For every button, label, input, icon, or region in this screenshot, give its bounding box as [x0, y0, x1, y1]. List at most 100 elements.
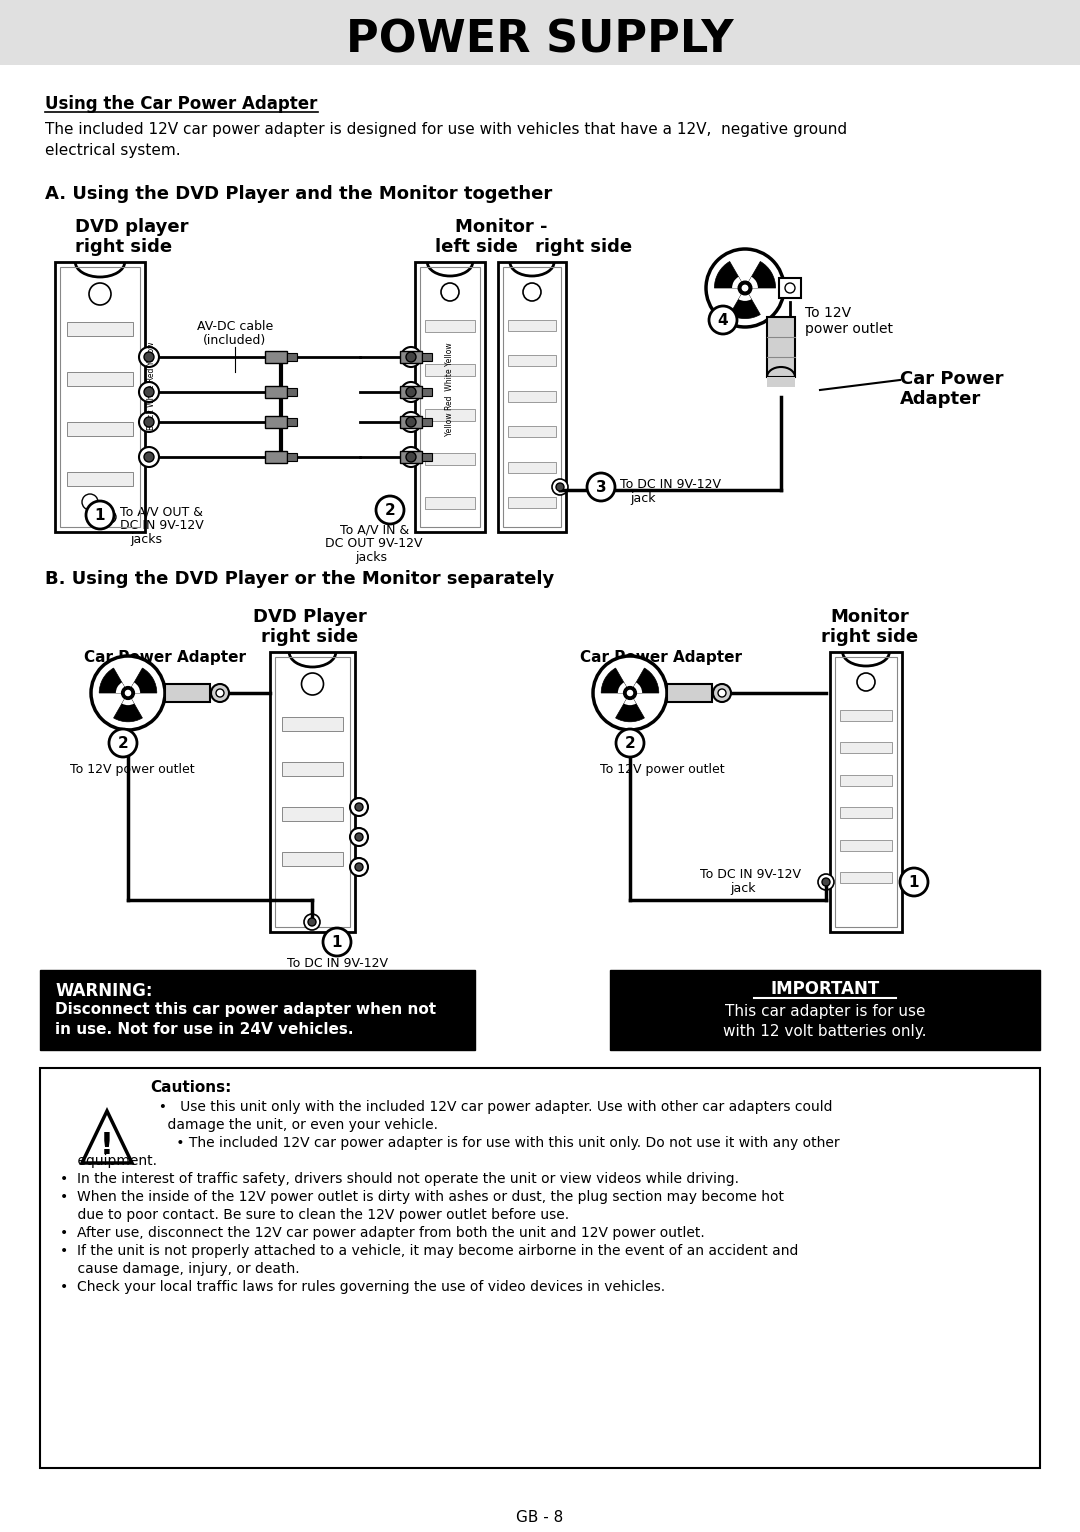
Text: To DC IN 9V-12V: To DC IN 9V-12V: [287, 958, 388, 970]
Wedge shape: [739, 288, 752, 300]
Wedge shape: [99, 668, 129, 692]
Bar: [508, 426, 556, 437]
Bar: [282, 807, 343, 821]
Bar: [422, 453, 432, 461]
Text: power outlet: power outlet: [805, 322, 893, 336]
Bar: [265, 417, 287, 427]
Text: DVD Player: DVD Player: [253, 608, 367, 627]
Bar: [840, 709, 892, 722]
Bar: [503, 267, 561, 527]
Text: 1: 1: [95, 507, 105, 522]
Text: POWER SUPPLY: POWER SUPPLY: [347, 18, 733, 61]
Bar: [840, 807, 892, 818]
Text: 4: 4: [718, 313, 728, 328]
Circle shape: [900, 869, 928, 896]
Text: DVD player: DVD player: [75, 218, 189, 236]
Text: To DC IN 9V-12V: To DC IN 9V-12V: [620, 478, 721, 490]
Circle shape: [441, 283, 459, 300]
Text: with 12 volt batteries only.: with 12 volt batteries only.: [724, 1023, 927, 1039]
Bar: [287, 418, 297, 426]
Text: right side: right side: [261, 628, 359, 647]
Text: 2: 2: [384, 502, 395, 518]
Circle shape: [406, 388, 416, 397]
Bar: [426, 320, 475, 332]
Bar: [40, 970, 475, 1049]
Text: Monitor: Monitor: [831, 608, 909, 627]
Text: Car Power: Car Power: [900, 371, 1003, 388]
Text: Using the Car Power Adapter: Using the Car Power Adapter: [45, 95, 318, 113]
Circle shape: [552, 480, 568, 495]
Bar: [426, 409, 475, 420]
Bar: [426, 496, 475, 509]
Wedge shape: [129, 668, 157, 692]
Bar: [265, 450, 287, 463]
Circle shape: [401, 412, 421, 432]
Bar: [67, 421, 133, 437]
Circle shape: [109, 729, 137, 757]
Wedge shape: [616, 692, 645, 722]
Text: •  After use, disconnect the 12V car power adapter from both the unit and 12V po: • After use, disconnect the 12V car powe…: [60, 1226, 705, 1239]
Circle shape: [588, 473, 615, 501]
Bar: [426, 453, 475, 464]
Text: due to poor contact. Be sure to clean the 12V power outlet before use.: due to poor contact. Be sure to clean th…: [60, 1209, 569, 1223]
Text: •   Use this unit only with the included 12V car power adapter. Use with other c: • Use this unit only with the included 1…: [150, 1100, 833, 1114]
Text: •  Check your local traffic laws for rules governing the use of video devices in: • Check your local traffic laws for rule…: [60, 1281, 665, 1295]
Circle shape: [139, 348, 159, 368]
Bar: [508, 391, 556, 401]
Text: •  In the interest of traffic safety, drivers should not operate the unit or vie: • In the interest of traffic safety, dri…: [60, 1172, 739, 1186]
Bar: [415, 262, 485, 532]
Circle shape: [627, 691, 633, 696]
Circle shape: [406, 417, 416, 427]
Circle shape: [708, 306, 737, 334]
Circle shape: [706, 250, 784, 326]
Circle shape: [89, 283, 111, 305]
Text: (included): (included): [203, 334, 267, 348]
Circle shape: [616, 729, 644, 757]
Wedge shape: [624, 692, 636, 705]
Circle shape: [144, 352, 154, 362]
Text: To A/V OUT &: To A/V OUT &: [120, 506, 203, 518]
Text: To DC IN 9V-12V: To DC IN 9V-12V: [700, 869, 801, 881]
Bar: [400, 450, 422, 463]
Text: jacks: jacks: [130, 533, 162, 545]
Text: AV-DC cable: AV-DC cable: [197, 320, 273, 332]
Circle shape: [593, 656, 667, 731]
Bar: [426, 365, 475, 377]
Bar: [265, 351, 287, 363]
Circle shape: [308, 918, 316, 925]
Circle shape: [401, 447, 421, 467]
Text: DC IN 9V-12V: DC IN 9V-12V: [120, 519, 204, 532]
Text: jack: jack: [630, 492, 656, 506]
Bar: [422, 352, 432, 362]
Text: Yellow Red  White Yellow: Yellow Red White Yellow: [445, 342, 454, 435]
Text: left side: left side: [435, 237, 518, 256]
Wedge shape: [113, 692, 143, 722]
Circle shape: [144, 388, 154, 397]
Text: 2: 2: [118, 735, 129, 751]
Bar: [55, 262, 145, 532]
Bar: [400, 351, 422, 363]
Text: • The included 12V car power adapter is for use with this unit only. Do not use : • The included 12V car power adapter is …: [150, 1137, 839, 1151]
Text: right side: right side: [535, 237, 632, 256]
Bar: [498, 262, 566, 532]
Bar: [165, 683, 210, 702]
Wedge shape: [602, 668, 630, 692]
Circle shape: [91, 656, 165, 731]
Bar: [275, 657, 350, 927]
Bar: [835, 657, 897, 927]
Bar: [840, 743, 892, 754]
Bar: [67, 472, 133, 486]
Text: To 12V power outlet: To 12V power outlet: [600, 763, 725, 777]
Bar: [67, 372, 133, 386]
Circle shape: [822, 878, 831, 885]
Text: WARNING:: WARNING:: [55, 982, 152, 1000]
Bar: [40, 1068, 1040, 1468]
Bar: [287, 388, 297, 395]
Wedge shape: [732, 277, 745, 288]
Bar: [67, 322, 133, 336]
Bar: [282, 761, 343, 777]
Text: 3: 3: [596, 480, 606, 495]
Circle shape: [86, 501, 114, 529]
Circle shape: [323, 928, 351, 956]
Text: equipment.: equipment.: [60, 1154, 157, 1167]
